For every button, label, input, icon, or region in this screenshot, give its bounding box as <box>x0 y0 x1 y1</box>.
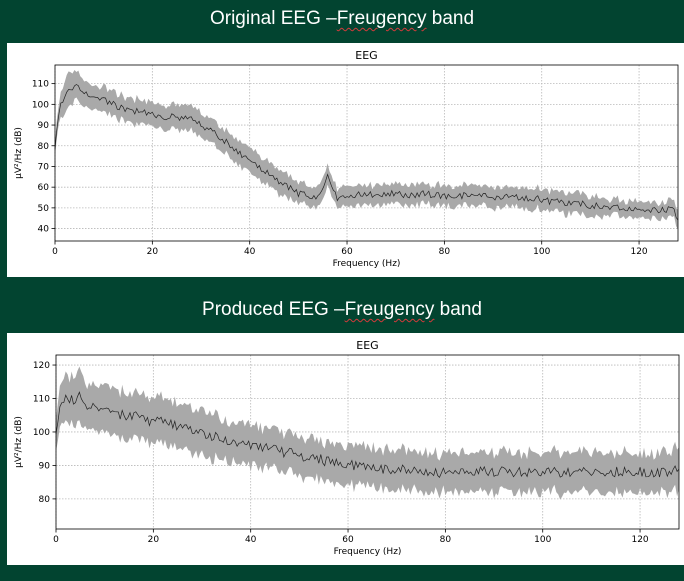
banner-original-misspelled-word: Freugency <box>336 8 427 29</box>
x-tick-label: 40 <box>245 535 257 545</box>
x-tick-label: 20 <box>147 247 159 257</box>
y-tick-label: 90 <box>38 121 50 131</box>
x-tick-label: 120 <box>631 535 648 545</box>
y-tick-label: 60 <box>38 183 50 193</box>
x-tick-label: 60 <box>342 535 354 545</box>
banner-produced: Produced EEG –Freugency band <box>0 298 684 322</box>
y-tick-label: 100 <box>32 100 49 110</box>
x-tick-label: 80 <box>439 247 451 257</box>
banner-original-prefix: Original EEG – <box>209 8 337 29</box>
chart-title: EEG <box>356 339 378 352</box>
chart-panel-produced: EEG 0 20 40 60 80 100 120 80 90 100 110 120 Frequency… <box>7 333 684 565</box>
y-tick-label: 80 <box>38 142 50 152</box>
plot-frame <box>54 64 679 242</box>
y-tick-label: 70 <box>38 162 50 172</box>
banner-produced-misspelled-word: Freugency <box>344 299 435 320</box>
chart-panel-original: EEG 0 20 40 60 80 100 120 40 50 60 70 80 90 100 110 Freq… <box>7 43 684 277</box>
banner-produced-prefix: Produced EEG – <box>202 299 345 320</box>
x-tick-label: 60 <box>341 247 353 257</box>
series-std-band <box>55 70 678 230</box>
banner-original: Original EEG –Freugency band <box>0 7 684 31</box>
y-tick-label: 100 <box>33 428 50 438</box>
x-tick-label: 80 <box>440 535 452 545</box>
x-tick-label: 0 <box>52 247 58 257</box>
series-mean-line <box>55 391 680 479</box>
chart-original-eeg: EEG 0 20 40 60 80 100 120 40 50 60 70 80 90 100 110 Freq… <box>14 49 679 269</box>
chart-title: EEG <box>355 49 377 62</box>
y-tick-label: 50 <box>38 204 50 214</box>
y-tick-label: 80 <box>39 495 51 505</box>
x-tick-label: 100 <box>533 247 550 257</box>
x-tick-label: 20 <box>148 535 160 545</box>
series-std-band <box>56 366 679 500</box>
y-tick-label: 40 <box>38 225 50 235</box>
x-tick-label: 40 <box>244 247 256 257</box>
y-tick-label: 110 <box>33 395 50 405</box>
x-axis-label: Frequency (Hz) <box>334 547 402 557</box>
y-tick-label: 90 <box>39 461 51 471</box>
y-axis-label: µV²/Hz (dB) <box>14 127 24 179</box>
x-tick-label: 100 <box>534 535 551 545</box>
banner-produced-suffix: band <box>434 299 482 320</box>
chart-produced-eeg: EEG 0 20 40 60 80 100 120 80 90 100 110 120 Frequency… <box>14 339 680 557</box>
y-axis-label: µV²/Hz (dB) <box>14 416 24 468</box>
x-axis-label: Frequency (Hz) <box>333 259 401 269</box>
y-tick-label: 110 <box>32 80 49 90</box>
x-tick-label: 120 <box>630 247 647 257</box>
banner-original-suffix: band <box>426 8 475 29</box>
series-mean-line <box>54 84 679 221</box>
x-tick-label: 0 <box>53 535 59 545</box>
y-tick-label: 120 <box>33 361 50 371</box>
plot-frame <box>55 354 680 530</box>
